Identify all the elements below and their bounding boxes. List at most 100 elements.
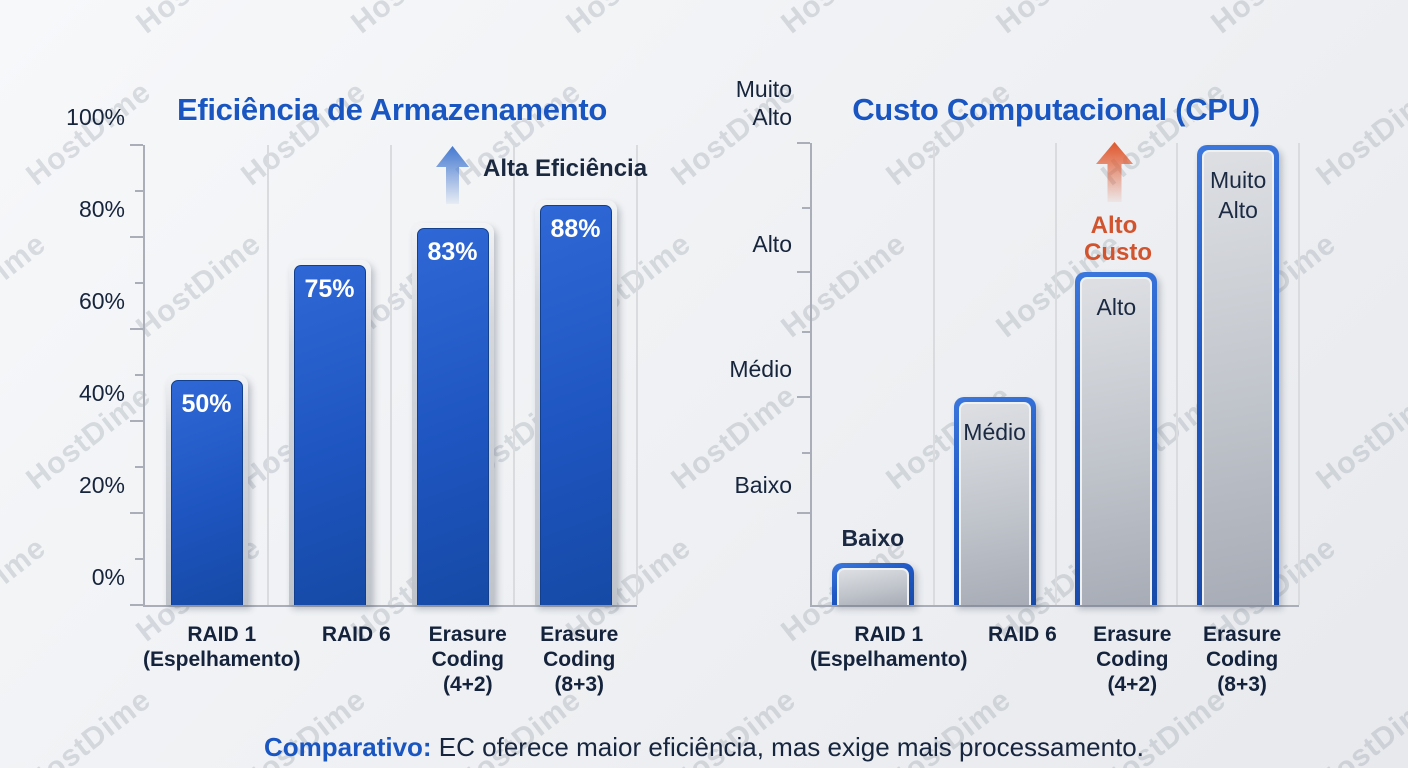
- bar-fill: 88%: [539, 205, 612, 605]
- y-axis-tick-label: Muito Alto: [735, 76, 792, 130]
- watermark: HostDime: [560, 0, 698, 41]
- annotation-label: Alto Custo: [1084, 212, 1152, 266]
- gridline: [636, 145, 638, 605]
- bar-fill: 75%: [293, 265, 366, 605]
- bar-column: 88%: [514, 145, 637, 605]
- bar: 50%: [165, 375, 248, 605]
- bar-value-label: 75%: [304, 275, 355, 303]
- y-axis-tick: [797, 271, 810, 274]
- bar-fill: [836, 568, 909, 605]
- bar: Muito Alto: [1197, 145, 1280, 605]
- chart-title-cpu-cost: Custo Computacional (CPU): [852, 91, 1260, 127]
- bar-column: 50%: [145, 145, 268, 605]
- y-axis-tick-label: 0%: [91, 564, 125, 590]
- bar-value-label: Alto: [1096, 294, 1137, 321]
- bar: Médio: [953, 397, 1036, 605]
- bar-column: Alto: [1056, 143, 1178, 605]
- bar-column: Médio: [934, 143, 1056, 605]
- bar-fill: Médio: [958, 402, 1031, 605]
- watermark: HostDime: [0, 227, 53, 345]
- up-arrow-icon: [436, 146, 469, 204]
- bar-value-label: Médio: [963, 419, 1026, 446]
- x-category-label: RAID 1 (Espelhamento): [143, 623, 301, 671]
- bar-fill: Muito Alto: [1202, 150, 1275, 605]
- bar-value-label: 83%: [427, 238, 478, 267]
- comparison-caption: Comparativo: EC oferece maior eficiência…: [0, 732, 1408, 763]
- storage-efficiency-plot: 0% 20% 40% 60% 80% 100% 50% 75% 83% 88%: [66, 104, 638, 607]
- y-axis-tick: [130, 604, 143, 606]
- annotation-label: Alta Eficiência: [483, 155, 648, 182]
- bar: 83%: [411, 223, 494, 605]
- x-category-label: Erasure Coding (4+2): [1093, 623, 1172, 696]
- watermark: HostDime: [0, 531, 53, 649]
- y-axis-minor-tick: [135, 190, 143, 192]
- bar-value-label: 50%: [181, 390, 232, 418]
- x-category-label: RAID 6: [321, 623, 391, 646]
- bar: 75%: [288, 260, 371, 605]
- bar-column: 75%: [268, 145, 391, 605]
- watermark: HostDime: [990, 0, 1128, 41]
- y-axis-tick: [130, 144, 143, 146]
- bar-fill: 83%: [416, 228, 489, 605]
- watermark: HostDime: [1310, 75, 1408, 193]
- y-axis-tick: [130, 328, 143, 330]
- y-axis-minor-tick: [802, 451, 810, 454]
- watermark: HostDime: [1205, 0, 1343, 41]
- gridline: [513, 145, 515, 605]
- storage-efficiency-x-axis-labels: RAID 1 (Espelhamento) RAID 6 Erasure Codin…: [143, 622, 635, 697]
- caption-text: EC oferece maior eficiência, mas exige m…: [431, 732, 1144, 762]
- high-efficiency-annotation: Alta Eficiência: [436, 146, 647, 204]
- bar-column: Muito Alto: [1177, 143, 1299, 605]
- y-axis-tick-label: 80%: [78, 196, 125, 222]
- watermark: HostDime: [775, 0, 913, 41]
- bar-fill: 50%: [170, 380, 243, 605]
- bar: 88%: [534, 200, 617, 605]
- gridline: [267, 145, 269, 605]
- caption-lead: Comparativo:: [264, 732, 432, 762]
- watermark: HostDime: [345, 0, 483, 41]
- bar-column: 83%: [391, 145, 514, 605]
- y-axis-tick: [130, 420, 143, 422]
- y-axis-minor-tick: [802, 206, 810, 209]
- bar-column: Baixo: [812, 143, 934, 605]
- gridline: [1054, 143, 1057, 605]
- bar-fill: Alto: [1080, 277, 1153, 605]
- y-axis-minor-tick: [802, 331, 810, 334]
- watermark: HostDime: [0, 0, 53, 41]
- y-axis-minor-tick: [135, 466, 143, 468]
- x-category-label: Erasure Coding (8+3): [1202, 623, 1282, 696]
- watermark: HostDime: [130, 0, 268, 41]
- y-axis-tick: [130, 512, 143, 514]
- bar-value-label: Muito Alto: [1210, 167, 1267, 224]
- gridline: [1298, 143, 1300, 605]
- gridline: [390, 145, 392, 605]
- y-axis-tick-label: Médio: [729, 356, 792, 383]
- gridline: [1176, 143, 1179, 605]
- bar-value-label: Baixo: [841, 525, 905, 552]
- y-axis-tick-label: Alto: [752, 231, 792, 258]
- y-axis-minor-tick: [135, 558, 143, 560]
- y-axis-minor-tick: [135, 282, 143, 284]
- x-category-label: Erasure Coding (8+3): [540, 623, 619, 696]
- watermark: HostDime: [1310, 379, 1408, 497]
- gridline: [932, 143, 935, 605]
- y-axis-tick-label: 40%: [78, 380, 125, 406]
- y-axis-minor-tick: [135, 374, 143, 376]
- up-arrow-icon: [1095, 142, 1133, 202]
- x-category-label: RAID 6: [988, 623, 1057, 646]
- y-axis-tick-label: Baixo: [734, 471, 792, 498]
- y-axis-tick: [797, 511, 810, 514]
- cpu-cost-plot: Baixo Médio Alto Muito Alto Baixo Médio Alto Mu…: [729, 76, 1300, 607]
- x-category-label: Erasure Coding (4+2): [428, 623, 507, 696]
- x-category-label: RAID 1 (Espelhamento): [810, 623, 968, 671]
- cpu-cost-x-axis-labels: RAID 1 (Espelhamento) RAID 6 Erasure Codin…: [810, 622, 1297, 697]
- bar-value-label: 88%: [550, 215, 601, 244]
- high-cost-annotation: Alto Custo: [1084, 142, 1152, 266]
- y-axis-tick-label: 60%: [78, 288, 125, 314]
- y-axis-tick: [797, 142, 810, 144]
- bar: [831, 563, 914, 605]
- bar: Alto: [1075, 272, 1158, 605]
- y-axis-tick-label: 100%: [66, 104, 125, 130]
- y-axis-tick: [797, 396, 810, 399]
